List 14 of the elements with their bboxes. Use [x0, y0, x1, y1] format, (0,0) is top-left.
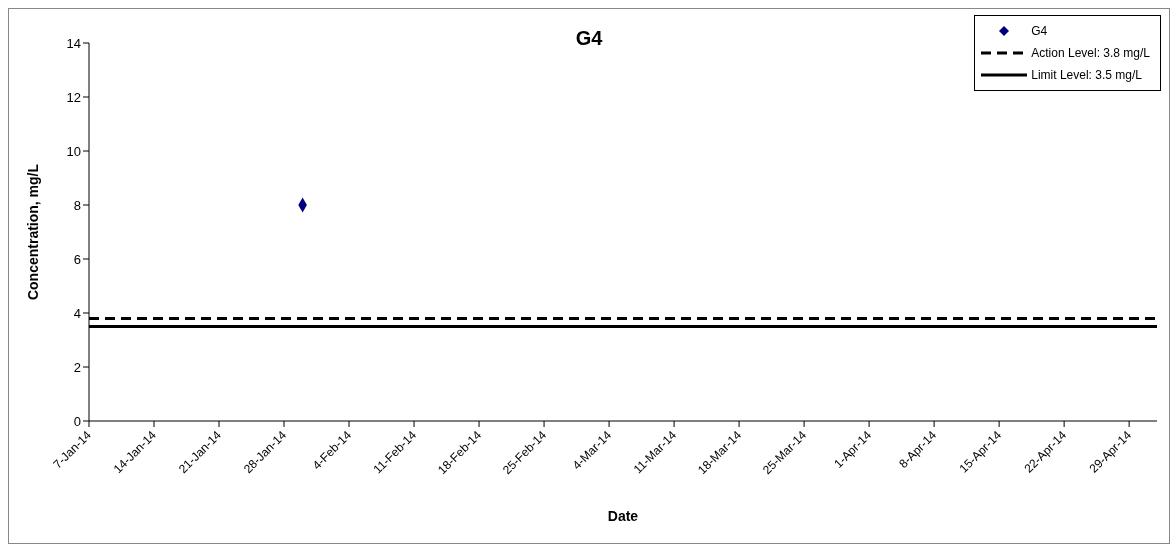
legend-label: Limit Level: 3.5 mg/L: [1031, 68, 1142, 82]
y-axis-title: Concentration, mg/L: [24, 163, 41, 301]
x-axis-title: Date: [607, 508, 639, 524]
legend-label: G4: [1031, 24, 1048, 38]
y-tick-label: 12: [66, 89, 81, 105]
y-tick-label: 8: [73, 197, 81, 213]
chart-title: G4: [575, 27, 603, 49]
legend-label: Action Level: 3.8 mg/L: [1031, 46, 1150, 60]
y-tick-label: 10: [66, 143, 81, 159]
y-tick-label: 6: [73, 251, 81, 267]
y-tick-label: 14: [66, 35, 81, 51]
y-tick-label: 4: [73, 305, 81, 321]
y-tick-label: 0: [73, 413, 81, 429]
y-tick-label: 2: [73, 359, 81, 375]
